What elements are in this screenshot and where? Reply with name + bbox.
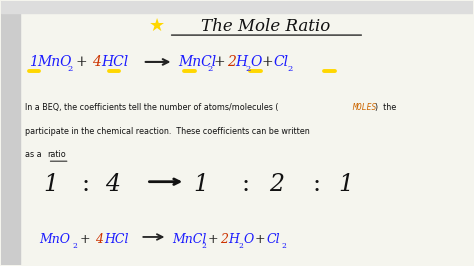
Text: 2: 2 [281,242,286,250]
Text: 4: 4 [105,173,120,196]
Text: 4: 4 [92,55,101,69]
Text: 2: 2 [227,55,236,69]
Text: :: : [82,173,90,196]
Text: +: + [213,55,225,69]
Text: Cl: Cl [274,55,289,69]
Text: 4: 4 [95,233,103,246]
Text: 1: 1 [29,55,37,69]
Text: 2: 2 [207,65,212,73]
Text: 2: 2 [246,65,251,73]
Bar [1,1,473,13]
Text: HCl: HCl [101,55,128,69]
Text: :: : [312,173,320,196]
Text: H: H [235,55,247,69]
Text: MnO: MnO [37,55,72,69]
Text: MnCl: MnCl [173,233,207,246]
Text: Cl: Cl [266,233,280,246]
Bar [1,1,20,265]
Text: MnCl: MnCl [178,55,216,69]
Text: 2: 2 [287,65,292,73]
Text: )  the: ) the [375,103,396,113]
Text: 2: 2 [220,233,228,246]
Text: 2: 2 [72,242,77,250]
Text: +: + [79,233,90,246]
Text: 1: 1 [194,173,209,196]
Text: as a: as a [25,150,44,159]
Text: +: + [208,233,219,246]
Text: H: H [228,233,239,246]
Text: 2: 2 [269,173,284,196]
Text: ★: ★ [149,17,165,35]
Text: 1: 1 [338,173,353,196]
Text: HCl: HCl [104,233,128,246]
Text: The Mole Ratio: The Mole Ratio [201,18,330,35]
Text: 1: 1 [44,173,59,196]
Text: ratio: ratio [47,150,66,159]
Text: In a BEQ, the coefficients tell the number of atoms/molecules (: In a BEQ, the coefficients tell the numb… [25,103,278,113]
Text: O: O [250,55,262,69]
Text: MOLES: MOLES [353,103,377,113]
Text: MnO: MnO [39,233,70,246]
Text: participate in the chemical reaction.  These coefficients can be written: participate in the chemical reaction. Th… [25,127,310,136]
Text: +: + [262,55,273,69]
Text: :: : [242,173,250,196]
Text: +: + [75,55,87,69]
Text: 2: 2 [67,65,73,73]
Text: 2: 2 [239,242,244,250]
Text: O: O [244,233,254,246]
Text: +: + [255,233,265,246]
Text: 2: 2 [201,242,207,250]
